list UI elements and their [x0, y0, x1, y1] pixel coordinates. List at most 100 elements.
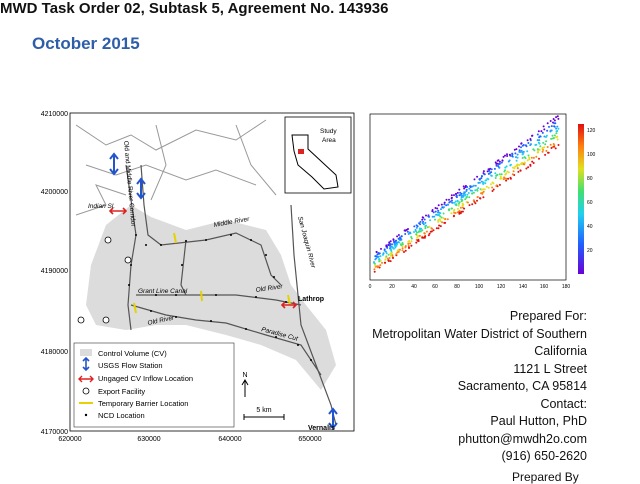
scatter-xtick: 60 — [432, 284, 438, 290]
scatter-point — [399, 248, 401, 251]
scatter-point — [416, 225, 419, 228]
scatter-point — [499, 177, 502, 180]
scatter-point — [552, 118, 555, 120]
scatter-point — [541, 131, 544, 134]
scatter-point — [466, 195, 468, 198]
scatter-point — [373, 270, 376, 273]
scatter-point — [483, 173, 486, 176]
scatter-point — [481, 192, 484, 195]
label-lathrop: Lathrop — [298, 296, 324, 303]
scatter-point — [458, 194, 461, 197]
scatter-point — [516, 167, 519, 170]
scatter-point — [555, 132, 558, 135]
scatter-point — [494, 177, 497, 179]
scatter-point — [540, 130, 543, 133]
contact-email[interactable]: phutton@mwdh2o.com — [458, 431, 587, 446]
scatter-point — [527, 142, 530, 144]
map-xtick: 650000 — [298, 436, 321, 443]
scatter-point — [522, 150, 525, 153]
scatter-point — [502, 155, 505, 158]
scatter-xtick: 40 — [411, 284, 417, 290]
scatter-point — [389, 260, 392, 263]
scatter-point — [465, 190, 468, 193]
scatter-point — [456, 211, 459, 214]
scatter-point — [553, 119, 556, 122]
legend-control-volume: Control Volume (CV) — [98, 349, 167, 358]
scatter-point — [463, 191, 466, 194]
scatter-point — [451, 201, 453, 204]
scatter-point — [529, 163, 532, 166]
scatter-point — [477, 187, 480, 190]
scatter-point — [409, 242, 412, 245]
scatter-point — [415, 241, 418, 244]
scatter-point — [463, 207, 466, 210]
scatter-point — [397, 250, 400, 253]
scatter-point — [498, 183, 501, 186]
scatter-point — [518, 145, 520, 148]
scatter-point — [418, 234, 421, 237]
scatter-point — [476, 188, 479, 191]
scatter-point — [551, 134, 554, 137]
scatter-point — [457, 207, 459, 210]
scatter-point — [395, 253, 398, 256]
scatter-point — [471, 185, 474, 188]
org-line-1: Metropolitan Water District of Southern — [372, 326, 587, 341]
scatter-point — [471, 203, 474, 206]
scatter-point — [545, 140, 548, 143]
scatter-point — [505, 177, 508, 180]
scatter-point — [418, 222, 421, 225]
scatter-point — [387, 253, 390, 256]
scatter-point — [419, 230, 422, 233]
scatter-point — [428, 232, 431, 235]
scatter-point — [553, 134, 556, 137]
scatter-point — [527, 154, 530, 157]
scatter-point — [549, 130, 552, 133]
scatter-point — [448, 209, 451, 212]
scatter-point — [556, 125, 559, 128]
scatter-point — [404, 233, 407, 235]
scatter-point — [557, 144, 560, 146]
scatter-point — [482, 170, 485, 173]
scatter-point — [477, 181, 480, 184]
scatter-point — [448, 198, 450, 201]
scatter-point — [515, 156, 517, 159]
scatter-point — [464, 193, 467, 196]
scatter-point — [491, 186, 494, 189]
scatter-point — [502, 178, 505, 181]
scatter-point — [538, 139, 541, 142]
colorbar-tick: 20 — [587, 248, 593, 254]
scatter-point — [424, 221, 427, 224]
scatter-point — [555, 127, 558, 130]
scatter-point — [404, 249, 407, 252]
legend-export: Export Facility — [98, 387, 145, 396]
scatter-point — [464, 198, 467, 201]
scatter-point — [553, 144, 556, 147]
scatter-point — [547, 151, 549, 154]
colorbar-tick: 40 — [587, 224, 593, 230]
scatter-point — [498, 173, 501, 176]
scatter-point — [500, 173, 503, 176]
scatter-point — [473, 178, 476, 181]
scatter-point — [432, 229, 435, 232]
scatter-point — [401, 245, 404, 248]
usgs-flow-station-icon — [109, 152, 338, 430]
scatter-point — [526, 159, 529, 162]
prepared-by-heading: Prepared By — [512, 470, 579, 484]
scatter-point — [549, 120, 552, 122]
scatter-point — [532, 148, 535, 151]
scatter-point — [382, 252, 385, 255]
scatter-point — [550, 137, 553, 140]
scatter-point — [407, 242, 410, 245]
scatter-point — [509, 177, 512, 180]
scatter-point — [440, 216, 443, 219]
scatter-point — [520, 146, 522, 149]
colorbar-tick: 100 — [587, 152, 596, 158]
scatter-point — [474, 189, 477, 192]
scatter-point — [505, 179, 508, 182]
scatter-point — [532, 162, 535, 164]
scatter-point — [395, 241, 398, 244]
scatter-point — [436, 207, 439, 210]
scatter-point — [424, 227, 427, 230]
scatter-point — [456, 191, 459, 194]
scatter-point — [378, 266, 381, 269]
